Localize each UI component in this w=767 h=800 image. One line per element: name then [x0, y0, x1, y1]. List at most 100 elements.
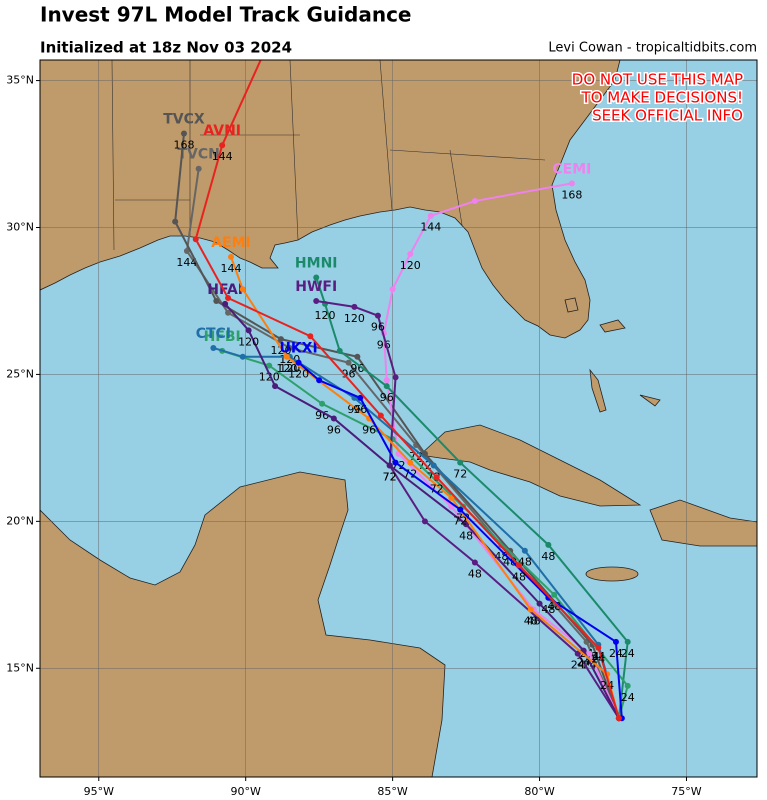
lon-tick-label: 80°W	[524, 785, 554, 798]
hour-label: 48	[459, 529, 473, 542]
hour-label: 144	[420, 221, 441, 234]
track-point	[195, 165, 202, 172]
track-point	[615, 715, 622, 722]
hour-label: 48	[541, 550, 555, 563]
track-point	[228, 253, 235, 260]
track-point	[283, 353, 290, 360]
track-point	[192, 236, 199, 243]
track-point	[239, 286, 246, 293]
model-name: TVCX	[163, 111, 205, 127]
credit: Levi Cowan - tropicaltidbits.com	[548, 41, 757, 56]
track-line	[194, 60, 620, 719]
hour-label: 48	[468, 567, 482, 580]
track-point	[389, 286, 396, 293]
track-point	[624, 682, 631, 689]
track-point	[307, 333, 314, 340]
hour-label: 120	[288, 368, 309, 381]
track-point	[551, 591, 558, 598]
hispaniola	[649, 499, 757, 547]
track-point	[421, 518, 428, 525]
model-name: CTCI	[196, 326, 231, 342]
hour-label: 24	[609, 647, 623, 660]
model-name: AVNI	[203, 123, 241, 139]
hour-label: 96	[315, 409, 329, 422]
track-point	[471, 559, 478, 566]
bahamas	[564, 297, 661, 413]
lat-tick-label: 15°N	[6, 661, 34, 674]
state-borders	[111, 60, 546, 251]
hour-label: 120	[315, 309, 336, 322]
model-name: HFBI	[204, 329, 241, 345]
track-point	[448, 494, 455, 501]
hour-label: 120	[344, 312, 365, 325]
track-point	[272, 383, 279, 390]
track-point	[345, 359, 352, 366]
map-frame	[39, 59, 758, 778]
hour-label: 72	[453, 515, 467, 528]
track-point	[574, 650, 581, 657]
track-point	[316, 377, 323, 384]
track-point	[245, 327, 252, 334]
track-point	[225, 309, 232, 316]
track-point	[383, 383, 390, 390]
track-point	[222, 300, 229, 307]
hour-label: 168	[561, 188, 582, 201]
jamaica	[585, 566, 639, 582]
title: Invest 97L Model Track Guidance	[40, 3, 412, 27]
track-point	[213, 297, 220, 304]
land	[40, 60, 757, 777]
hour-label: 96	[371, 321, 385, 334]
track-point	[172, 218, 179, 225]
hour-label: 72	[383, 471, 397, 484]
track-point	[210, 344, 217, 351]
track-point	[374, 312, 381, 319]
hour-label: 120	[259, 371, 280, 384]
lon-tick-label: 75°W	[671, 785, 701, 798]
hour-label: 72	[383, 471, 397, 484]
hour-label: 120	[276, 362, 297, 375]
hour-label: 120	[400, 259, 421, 272]
warning: SEEK OFFICIAL INFO	[592, 107, 743, 125]
track-point	[354, 353, 361, 360]
hour-label: 168	[173, 138, 194, 151]
track-point	[463, 521, 470, 528]
hour-label: 96	[380, 391, 394, 404]
model-name: AEMI	[211, 235, 251, 251]
lat-tick-label: 30°N	[6, 220, 34, 233]
lon-tick-label: 90°W	[231, 785, 261, 798]
track-point	[536, 600, 543, 607]
track-point	[377, 412, 384, 419]
track-point	[427, 212, 434, 219]
hour-label: 48	[512, 570, 526, 583]
model-name: HFAI	[207, 282, 243, 298]
grid	[40, 60, 757, 777]
model-name: UKXI	[279, 341, 317, 357]
hour-label: 144	[212, 150, 233, 163]
model-name: TVCN	[177, 147, 219, 163]
track-point	[392, 459, 399, 466]
lat-tick-label: 25°N	[6, 367, 34, 380]
hour-label: 96	[377, 338, 391, 351]
track-point	[457, 506, 464, 513]
hour-label: 48	[541, 603, 555, 616]
track-point	[277, 336, 284, 343]
track-line	[297, 361, 623, 719]
hour-label: 24	[591, 653, 605, 666]
track-point	[383, 377, 390, 384]
track-point	[239, 353, 246, 360]
track-point	[183, 248, 190, 255]
lat-tick-label: 20°N	[6, 514, 34, 527]
hour-label: 72	[430, 482, 444, 495]
track-point	[351, 303, 358, 310]
track-point	[471, 198, 478, 205]
track-point	[392, 374, 399, 381]
lat-tick-label: 35°N	[6, 74, 34, 87]
track-point	[595, 644, 602, 651]
track-point	[430, 462, 437, 469]
hour-label: 24	[577, 656, 591, 669]
warning: DO NOT USE THIS MAP	[572, 71, 743, 89]
subtitle: Initialized at 18z Nov 03 2024	[40, 39, 292, 57]
lon-tick-label: 95°W	[84, 785, 114, 798]
